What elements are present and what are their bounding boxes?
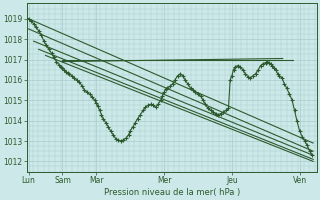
X-axis label: Pression niveau de la mer( hPa ): Pression niveau de la mer( hPa ) [104, 188, 240, 197]
